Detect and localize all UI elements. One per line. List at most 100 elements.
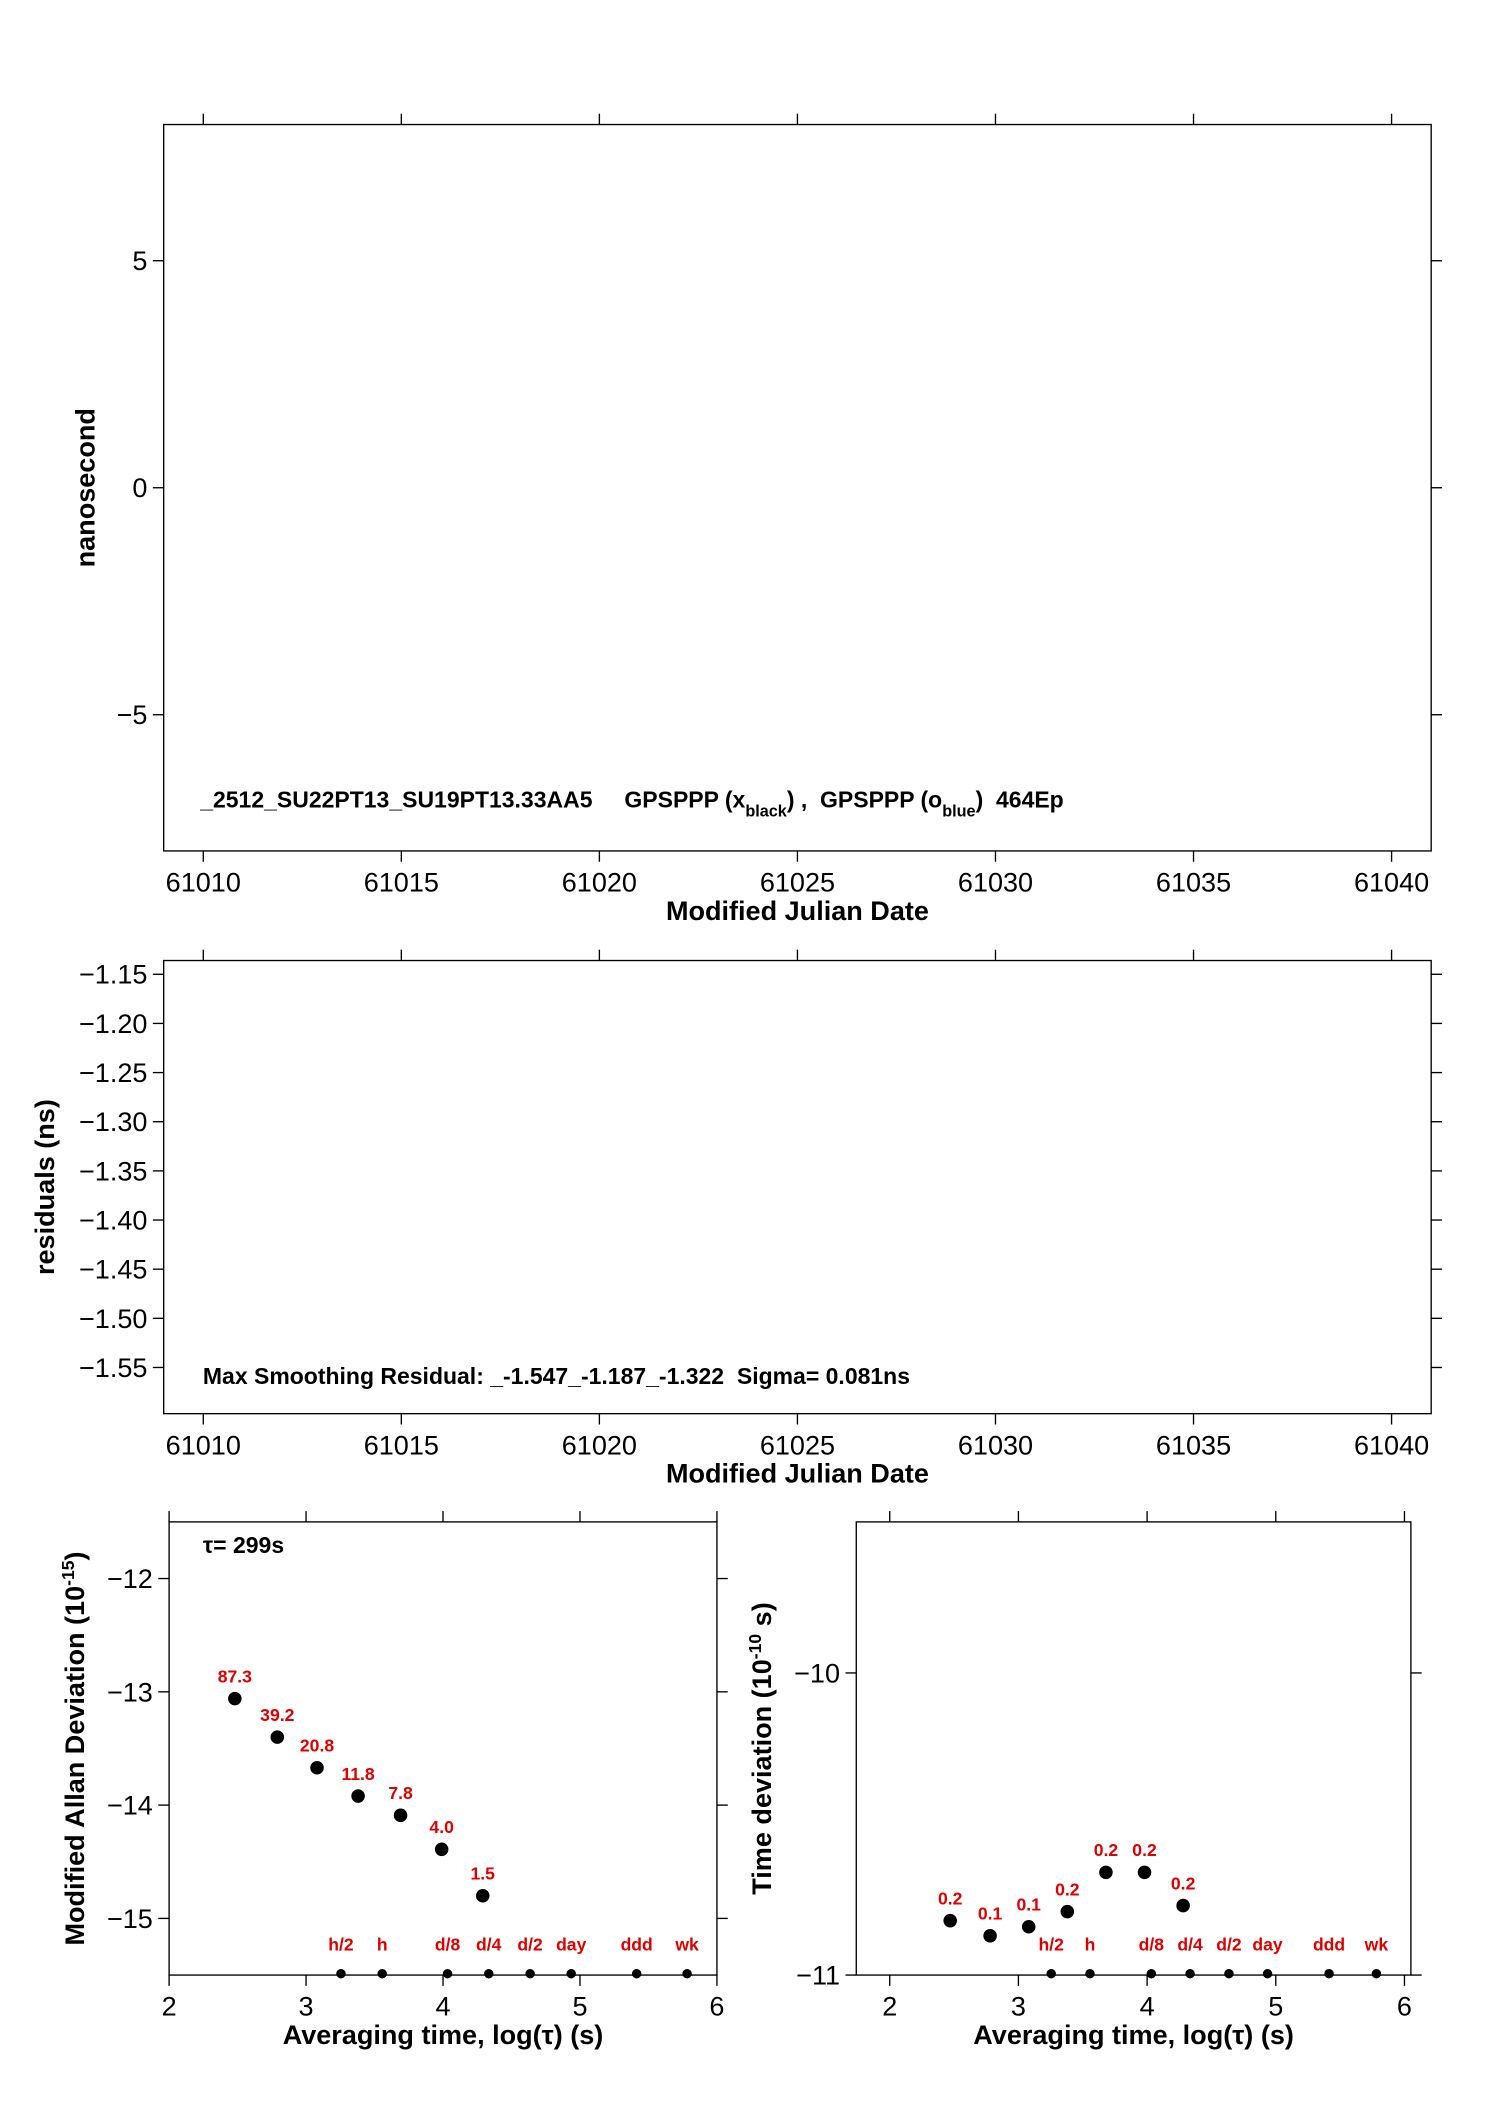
x-tick-label: 4 bbox=[1140, 1992, 1155, 2022]
data-point bbox=[351, 1789, 365, 1803]
reference-mark bbox=[1146, 1968, 1157, 1979]
y-tick-label: −15 bbox=[107, 1904, 153, 1934]
annotation: _2512_SU22PT13_SU19PT13.33AA5 GPSPPP (x b… bbox=[199, 787, 1064, 821]
reference-label: h/2 bbox=[1039, 1935, 1065, 1955]
reference-mark bbox=[1224, 1968, 1234, 1979]
x-tick-label: 6 bbox=[709, 1992, 724, 2022]
reference-mark bbox=[566, 1968, 576, 1979]
y-tick-label: −14 bbox=[107, 1791, 153, 1821]
reference-mark bbox=[1262, 1968, 1273, 1979]
plot-frame bbox=[163, 123, 1432, 852]
x-tick-label: 3 bbox=[299, 1992, 314, 2022]
y-axis-label: residuals (ns) bbox=[30, 1099, 60, 1275]
point-label: 0.2 bbox=[1094, 1840, 1119, 1860]
x-tick-label: 61015 bbox=[364, 868, 439, 898]
y-tick-label: −1.15 bbox=[79, 960, 147, 990]
reference-mark bbox=[377, 1968, 387, 1979]
x-axis-label: Modified Julian Date bbox=[666, 1459, 929, 1489]
reference-mark bbox=[1371, 1968, 1382, 1979]
annotation: Max Smoothing Residual: _-1.547_-1.187_-… bbox=[203, 1363, 910, 1389]
x-tick-label: 2 bbox=[162, 1992, 177, 2022]
x-axis-label: Averaging time, log(τ) (s) bbox=[283, 2020, 604, 2050]
y-tick-label: −5 bbox=[117, 700, 148, 730]
y-tick-label: −1.25 bbox=[79, 1058, 147, 1088]
y-axis-label: Modified Allan Deviation (10-15) bbox=[58, 1551, 90, 1945]
y-tick-label: 5 bbox=[132, 246, 147, 276]
data-point bbox=[434, 1842, 449, 1857]
plot-frame bbox=[855, 1521, 1412, 1976]
plot-frame bbox=[163, 959, 1432, 1415]
x-axis-label: Modified Julian Date bbox=[666, 896, 929, 926]
data-point bbox=[1021, 1919, 1036, 1934]
y-axis-label-part: ) bbox=[60, 1551, 90, 1560]
y-axis-label-part: nanosecond bbox=[71, 408, 101, 567]
y-tick-label: −12 bbox=[107, 1564, 153, 1594]
y-tick-label: −10 bbox=[794, 1658, 840, 1688]
x-tick-label: 61040 bbox=[1354, 868, 1429, 898]
y-tick-label: −1.30 bbox=[79, 1107, 147, 1137]
reference-mark bbox=[442, 1968, 453, 1979]
data-point bbox=[1099, 1865, 1113, 1880]
reference-label: d/8 bbox=[1139, 1935, 1165, 1955]
y-axis-label-part: Time deviation (10 bbox=[747, 1659, 777, 1895]
plot-frame bbox=[168, 1521, 718, 1976]
y-axis-label: Time deviation (10-10 s) bbox=[745, 1602, 777, 1894]
reference-mark bbox=[682, 1968, 692, 1979]
x-tick-label: 61010 bbox=[166, 868, 241, 898]
reference-mark bbox=[1085, 1968, 1095, 1979]
reference-mark bbox=[1324, 1968, 1334, 1979]
annotation-part: ) , GPSPPP (o bbox=[787, 787, 942, 813]
reference-label: ddd bbox=[621, 1935, 653, 1955]
data-point bbox=[1176, 1898, 1190, 1913]
point-label: 87.3 bbox=[218, 1666, 252, 1686]
x-tick-label: 4 bbox=[435, 1992, 450, 2022]
annotation-part: _2512_SU22PT13_SU19PT13.33AA5 GPSPPP (x bbox=[199, 787, 745, 813]
y-tick-label: −1.20 bbox=[79, 1009, 147, 1039]
y-tick-label: −1.45 bbox=[79, 1255, 147, 1285]
reference-label: wk bbox=[1364, 1935, 1389, 1955]
x-axis-label: Averaging time, log(τ) (s) bbox=[973, 2020, 1294, 2050]
reference-mark bbox=[525, 1968, 535, 1979]
x-tick-label: 2 bbox=[882, 1992, 897, 2022]
reference-mark bbox=[336, 1968, 346, 1979]
y-axis-label: nanosecond bbox=[71, 408, 101, 567]
x-tick-label: 6 bbox=[1397, 1992, 1412, 2022]
point-label: 0.2 bbox=[1055, 1879, 1080, 1899]
reference-mark bbox=[1046, 1968, 1056, 1979]
data-point bbox=[393, 1808, 408, 1823]
y-axis-label-part: s) bbox=[747, 1602, 777, 1634]
y-tick-label: 0 bbox=[132, 473, 147, 503]
annotation-part: ) 464Ep bbox=[976, 787, 1064, 813]
reference-mark bbox=[484, 1968, 494, 1979]
point-label: 0.2 bbox=[1132, 1840, 1157, 1860]
data-point bbox=[310, 1760, 324, 1775]
reference-label: h bbox=[1085, 1935, 1096, 1955]
reference-label: d/4 bbox=[476, 1935, 502, 1955]
reference-mark bbox=[1185, 1968, 1195, 1979]
reference-label: h bbox=[377, 1935, 388, 1955]
reference-label: wk bbox=[674, 1935, 699, 1955]
data-point bbox=[1060, 1904, 1075, 1919]
reference-label: day bbox=[1252, 1935, 1283, 1955]
annotation: τ= 299s bbox=[203, 1532, 284, 1558]
x-tick-label: 61015 bbox=[364, 1430, 439, 1460]
y-axis-label-part: -15 bbox=[58, 1560, 78, 1586]
point-label: 7.8 bbox=[388, 1783, 413, 1803]
annotation-part: blue bbox=[942, 803, 975, 821]
y-tick-label: −11 bbox=[796, 1961, 840, 1991]
annotation-part: τ= 299s bbox=[203, 1532, 284, 1558]
data-point bbox=[983, 1929, 997, 1943]
point-label: 1.5 bbox=[471, 1864, 496, 1884]
reference-label: d/4 bbox=[1177, 1935, 1203, 1955]
reference-mark bbox=[631, 1968, 642, 1979]
data-point bbox=[228, 1691, 242, 1706]
data-point bbox=[943, 1913, 957, 1928]
data-point bbox=[475, 1888, 490, 1903]
data-point bbox=[270, 1730, 285, 1744]
x-tick-label: 61010 bbox=[166, 1430, 241, 1460]
x-tick-label: 3 bbox=[1011, 1992, 1026, 2022]
y-axis-label-part: -10 bbox=[745, 1634, 765, 1660]
reference-label: day bbox=[556, 1935, 587, 1955]
